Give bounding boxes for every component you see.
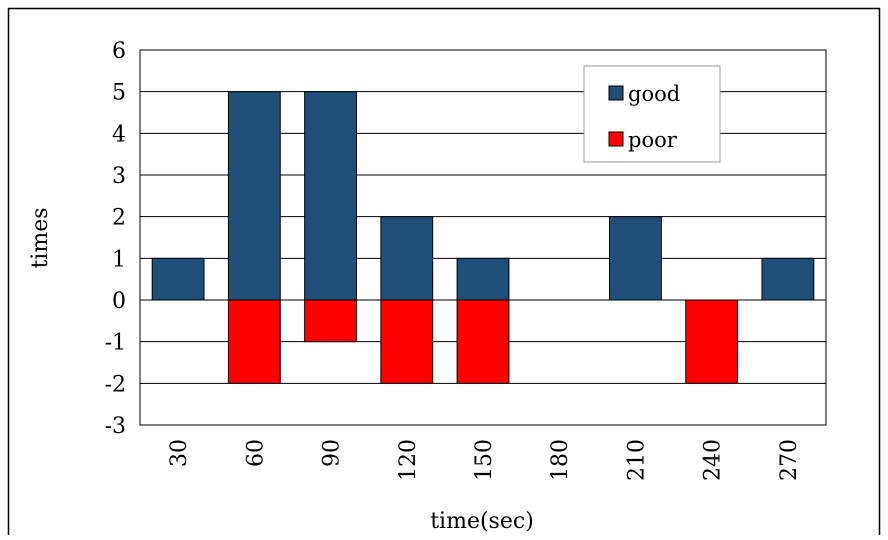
y-tick-label: 3	[112, 164, 126, 189]
bar-poor	[380, 299, 434, 384]
bar-good	[304, 91, 357, 301]
bar-good	[227, 91, 281, 301]
legend: good poor	[583, 65, 721, 163]
y-tick-label: 5	[112, 81, 126, 106]
y-tick-label: 1	[112, 247, 126, 272]
plot-area-border	[139, 49, 827, 426]
y-tick-label: -1	[105, 331, 126, 356]
bar-poor	[227, 299, 281, 384]
bar-poor	[456, 299, 510, 384]
y-axis-title: times	[28, 207, 53, 268]
y-tick-label: -2	[105, 372, 126, 397]
bar-good	[609, 216, 662, 301]
x-tick-label: 120	[396, 439, 421, 481]
x-tick-label: 60	[243, 439, 268, 467]
x-axis-title: time(sec)	[430, 509, 534, 534]
legend-swatch-good	[608, 85, 624, 101]
bar-poor	[304, 299, 357, 343]
x-tick-labels: 30 60 90 120 150 180 210 240 270	[167, 439, 802, 481]
bar-good	[761, 257, 815, 301]
x-tick-label: 270	[777, 439, 802, 481]
legend-label-poor: poor	[628, 128, 678, 152]
bar-good	[456, 257, 510, 301]
x-tick-label: 180	[548, 439, 573, 481]
x-tick-label: 210	[624, 439, 649, 481]
x-tick-label: 150	[472, 439, 497, 481]
bar-good	[380, 216, 434, 301]
y-tick-labels: 6 5 4 3 2 1 0 -1 -2 -3	[105, 39, 126, 439]
legend-swatch-poor	[608, 131, 624, 147]
y-tick-label: -3	[105, 414, 126, 439]
bars	[151, 91, 815, 384]
y-tick-label: 2	[112, 206, 126, 231]
x-tick-label: 30	[167, 439, 192, 467]
x-tick-label: 90	[320, 439, 345, 467]
bar-poor	[685, 299, 739, 384]
bar-good	[151, 257, 205, 301]
y-tick-label: 6	[112, 39, 126, 64]
legend-label-good: good	[628, 82, 680, 106]
y-tick-label: 0	[112, 289, 126, 314]
outer-border	[7, 7, 881, 535]
x-tick-label: 240	[701, 439, 726, 481]
y-tick-label: 4	[112, 122, 126, 147]
legend-box	[583, 65, 721, 163]
